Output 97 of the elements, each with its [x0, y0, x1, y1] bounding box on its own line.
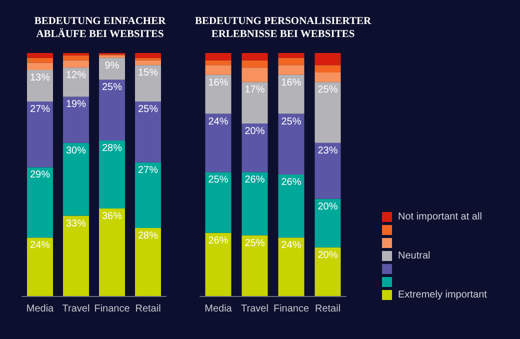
- chart-title: BEDEUTUNG EINFACHER ABLÄUFE BEI WEBSITES: [34, 16, 166, 40]
- bar: [63, 60, 89, 68]
- bar: [314, 247, 341, 296]
- data-label: 13%: [30, 72, 50, 84]
- data-label: 16%: [281, 77, 302, 88]
- data-label: 25%: [208, 174, 228, 186]
- data-label: 28%: [138, 230, 158, 242]
- bar: [205, 74, 232, 114]
- data-label: 23%: [318, 145, 338, 156]
- bar: [63, 216, 89, 296]
- data-label: 27%: [138, 164, 158, 176]
- bar: [242, 172, 268, 236]
- bar: [205, 172, 232, 233]
- x-tick-label: Retail: [135, 304, 161, 314]
- data-label: 36%: [102, 211, 122, 222]
- data-label: 25%: [244, 238, 265, 249]
- bar: [242, 60, 268, 68]
- bar: [278, 174, 304, 238]
- bar: [242, 53, 268, 60]
- bar: [242, 82, 268, 124]
- data-label: 9%: [104, 60, 120, 72]
- bar: [63, 96, 89, 143]
- bar: [135, 58, 161, 60]
- bar: [242, 235, 268, 296]
- bar: [27, 53, 53, 58]
- bar: [99, 208, 125, 296]
- data-label: 26%: [208, 235, 228, 246]
- bar: [314, 198, 341, 248]
- data-label: 33%: [66, 218, 86, 230]
- data-label: 19%: [66, 99, 86, 110]
- legend-label: Neutral: [398, 250, 430, 262]
- data-label: 20%: [318, 201, 338, 212]
- data-label: 30%: [66, 145, 86, 156]
- data-label: 24%: [208, 116, 228, 128]
- bar: [205, 53, 232, 60]
- bar: [278, 238, 304, 296]
- bar: [314, 142, 341, 199]
- bar: [27, 70, 53, 102]
- bar: [27, 102, 53, 168]
- bar: [27, 58, 53, 63]
- x-tick-label: Travel: [241, 304, 268, 314]
- bar: [242, 68, 268, 82]
- bar: [63, 68, 89, 97]
- data-label: 29%: [30, 170, 50, 181]
- bar: [205, 60, 232, 66]
- bar: [205, 232, 232, 296]
- bar: [135, 65, 161, 102]
- data-label: 15%: [138, 68, 158, 79]
- bar: [135, 53, 161, 58]
- data-label: 20%: [244, 126, 265, 137]
- x-tick-label: Finance: [94, 304, 130, 314]
- bar: [99, 140, 125, 209]
- bar: [135, 162, 161, 228]
- data-label: 26%: [281, 177, 302, 188]
- bar: [27, 238, 53, 296]
- bar: [135, 102, 161, 162]
- bar: [205, 65, 232, 75]
- bar: [278, 58, 304, 66]
- bar: [99, 80, 125, 140]
- bar: [278, 74, 304, 114]
- x-tick-label: Media: [204, 304, 232, 314]
- data-label: 17%: [244, 84, 265, 96]
- chart-title: BEDEUTUNG PERSONALISIERTER ERLEBNISSE BEI WEBSITES: [194, 16, 372, 40]
- x-tick-label: Finance: [273, 304, 310, 314]
- data-label: 25%: [102, 82, 122, 94]
- data-label: 27%: [30, 104, 50, 116]
- bar: [278, 114, 304, 174]
- data-label: 24%: [281, 240, 302, 252]
- bar: [63, 142, 89, 216]
- legend-label: Extremely important: [398, 290, 488, 300]
- bar: [205, 114, 232, 172]
- bar: [278, 65, 304, 75]
- bar: [314, 72, 341, 82]
- x-tick-label: Travel: [62, 304, 90, 314]
- data-label: 28%: [102, 142, 122, 154]
- data-label: 24%: [30, 240, 50, 252]
- x-tick-label: Retail: [314, 304, 341, 314]
- data-label: 25%: [281, 116, 302, 128]
- bar: [135, 228, 161, 296]
- data-label: 25%: [318, 84, 338, 96]
- x-tick-label: Media: [26, 304, 54, 314]
- bar: [63, 55, 89, 60]
- bar: [242, 123, 268, 172]
- bar: [278, 53, 304, 58]
- bar: [314, 82, 341, 143]
- bar: [99, 55, 125, 58]
- bar: [314, 53, 341, 66]
- bar: [135, 60, 161, 66]
- bar: [314, 65, 341, 72]
- data-label: 25%: [138, 104, 158, 116]
- data-label: 26%: [244, 174, 265, 186]
- data-label: 16%: [208, 77, 228, 88]
- legend-label: Not important at all: [398, 212, 482, 222]
- data-label: 12%: [66, 70, 86, 82]
- bar: [27, 167, 53, 238]
- bar: [27, 62, 53, 70]
- data-label: 20%: [318, 250, 338, 261]
